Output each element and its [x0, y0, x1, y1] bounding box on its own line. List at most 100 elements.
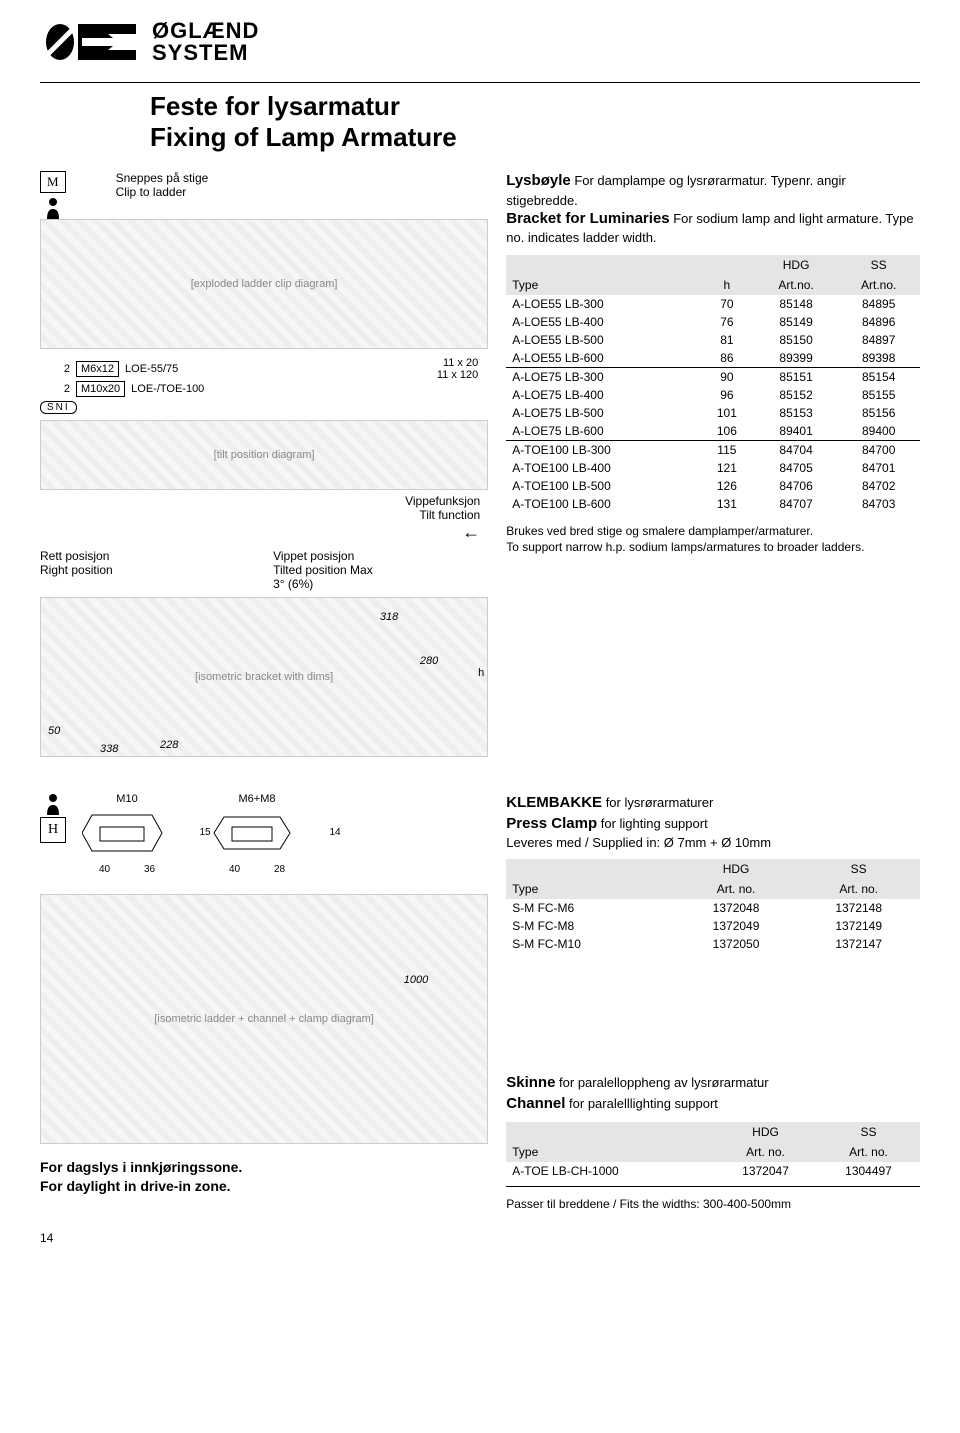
table-row: A-TOE100 LB-5001268470684702 [506, 477, 920, 495]
person-icon [44, 793, 62, 815]
brand-logo-text: ØGLÆND SYSTEM [152, 20, 259, 64]
channel-head-en-rest: for paralelllighting support [565, 1096, 717, 1111]
assembly-icon: M [40, 171, 66, 193]
iso-dim-338: 338 [100, 743, 118, 755]
slot-dim-1: 11 x 20 [212, 357, 478, 369]
th-hdg-art: Art. no. [714, 1142, 817, 1162]
person-icon [44, 197, 62, 219]
channel-head-no-rest: for paralelloppheng av lysrørarmatur [555, 1075, 768, 1090]
th-ss: SS [817, 1122, 920, 1142]
brand-line2: SYSTEM [152, 42, 259, 64]
table-row: A-LOE75 LB-400968515285155 [506, 386, 920, 404]
table-row: A-LOE75 LB-6001068940189400 [506, 422, 920, 441]
bolt1-ref: LOE-55/75 [125, 363, 178, 375]
section-bracket: M Sneppes på stige Clip to ladder [explo… [40, 171, 920, 757]
tilt-label-en: Tilt function [40, 508, 480, 522]
table-row: S-M FC-M613720481372148 [506, 899, 920, 917]
channel-fit-note: Passer til breddene / Fits the widths: 3… [506, 1197, 920, 1211]
section-bracket-data: Lysbøyle For damplampe og lysrørarmatur.… [506, 171, 920, 757]
clamp-head-en-bold: Press Clamp [506, 815, 597, 832]
clamp-m10-label: M10 [82, 793, 172, 805]
bracket-heading: Lysbøyle For damplampe og lysrørarmatur.… [506, 171, 920, 247]
bolt2-qty: 2 [40, 383, 70, 395]
clamp-table: Type HDG SS Art. no. Art. no. S-M FC-M61… [506, 859, 920, 953]
iso-dim-280: 280 [420, 655, 438, 667]
section-clamp-data: KLEMBAKKE for lysrørarmaturer Press Clam… [506, 793, 920, 1211]
iso-dim-50: 50 [48, 725, 60, 737]
th-h: h [699, 255, 755, 295]
section-clamp-diagrams: H M10 40 36 15 M6+M8 [40, 793, 488, 1211]
clamp-head-no-bold: KLEMBAKKE [506, 794, 602, 811]
m10-dim-a: 40 [99, 864, 110, 875]
sni-badge: SNI [40, 401, 77, 414]
tilted-pos-en: Tilted position Max 3° (6%) [273, 563, 376, 591]
th-ss-art: Art. no. [797, 879, 920, 899]
m10-dim-b: 36 [144, 864, 155, 875]
m10-dim-h: 15 [160, 827, 250, 838]
h-assembly-icon: H [40, 817, 66, 843]
table-row: A-LOE75 LB-5001018515385156 [506, 404, 920, 422]
section-bracket-diagrams: M Sneppes på stige Clip to ladder [explo… [40, 171, 488, 757]
th-type: Type [506, 1122, 714, 1162]
channel-heading: Skinne for paralelloppheng av lysrørarma… [506, 1073, 920, 1114]
table-row: A-TOE LB-CH-100013720471304497 [506, 1162, 920, 1180]
divider [506, 1186, 920, 1187]
channel-head-en-bold: Channel [506, 1095, 565, 1112]
section-clamp: H M10 40 36 15 M6+M8 [40, 793, 920, 1211]
brand-header: ØGLÆND SYSTEM [40, 20, 920, 64]
caption-no: For dagslys i innkjøringssone. [40, 1158, 488, 1176]
diagram-tilt-positions: [tilt position diagram] [40, 420, 488, 490]
page-title: Feste for lysarmatur Fixing of Lamp Arma… [150, 91, 920, 153]
page-number: 14 [40, 1231, 920, 1245]
th-hdg: HDG [755, 255, 838, 275]
right-pos-en: Right position [40, 563, 143, 577]
tilt-label-no: Vippefunksjon [40, 494, 480, 508]
table-row: A-LOE55 LB-600868939989398 [506, 349, 920, 368]
bolt1-qty: 2 [40, 363, 70, 375]
m6-dim-b: 28 [274, 864, 285, 875]
table-row: A-LOE55 LB-500818515084897 [506, 331, 920, 349]
m6-dim-a: 40 [229, 864, 240, 875]
clamp-supply: Leveres med / Supplied in: Ø 7mm + Ø 10m… [506, 835, 771, 850]
th-hdg-art: Art.no. [755, 275, 838, 295]
bolt-row-1: 2 M6x12 LOE-55/75 [40, 361, 204, 377]
bolt-row-2: 2 M10x20 LOE-/TOE-100 [40, 381, 204, 397]
channel-head-no-bold: Skinne [506, 1074, 555, 1091]
clip-label-en: Clip to ladder [116, 185, 209, 199]
th-ss-art: Art. no. [817, 1142, 920, 1162]
iso-dim-318: 318 [380, 611, 398, 623]
diagram-bracket-iso: [isometric bracket with dims] [40, 597, 488, 757]
clamp-heading: KLEMBAKKE for lysrørarmaturer Press Clam… [506, 793, 920, 851]
th-ss-art: Art.no. [837, 275, 920, 295]
brand-logo-icon [40, 22, 140, 62]
clip-label-no: Sneppes på stige [116, 171, 209, 185]
table-row: S-M FC-M813720491372149 [506, 917, 920, 935]
slot-dim-2: 11 x 120 [212, 369, 478, 381]
bracket-note: Brukes ved bred stige og smalere damplam… [506, 523, 920, 555]
table-row: A-LOE55 LB-300708514884895 [506, 295, 920, 313]
bolt2-size: M10x20 [76, 381, 125, 397]
clamp-m10-icon [82, 805, 172, 861]
tilted-pos-no: Vippet posisjon [273, 549, 376, 563]
channel-dim-1000: 1000 [404, 974, 428, 986]
divider [40, 82, 920, 83]
clamp-head-en-rest: for lighting support [597, 816, 708, 831]
title-no: Feste for lysarmatur [150, 91, 920, 122]
bracket-head-en-bold: Bracket for Luminaries [506, 210, 669, 227]
table-row: A-TOE100 LB-4001218470584701 [506, 459, 920, 477]
table-row: A-LOE55 LB-400768514984896 [506, 313, 920, 331]
clamp-head-no-rest: for lysrørarmaturer [602, 795, 713, 810]
position-labels: Rett posisjon Right position Vippet posi… [40, 549, 488, 591]
diagram-clip-ladder: [exploded ladder clip diagram] [40, 219, 488, 349]
bracket-table: Type h HDG SS Art.no. Art.no. A-LOE55 LB… [506, 255, 920, 513]
table-row: A-TOE100 LB-6001318470784703 [506, 495, 920, 513]
clamp-m6m8-label: M6+M8 [212, 793, 302, 805]
th-hdg-art: Art. no. [675, 879, 798, 899]
table-row: S-M FC-M1013720501372147 [506, 935, 920, 953]
diagram-clamp-channel-iso: [isometric ladder + channel + clamp diag… [40, 894, 488, 1144]
iso-dim-228: 228 [160, 739, 178, 751]
th-type: Type [506, 859, 674, 899]
m6-dim-h: 14 [290, 827, 380, 838]
th-hdg: HDG [675, 859, 798, 879]
channel-table: Type HDG SS Art. no. Art. no. A-TOE LB-C… [506, 1122, 920, 1180]
